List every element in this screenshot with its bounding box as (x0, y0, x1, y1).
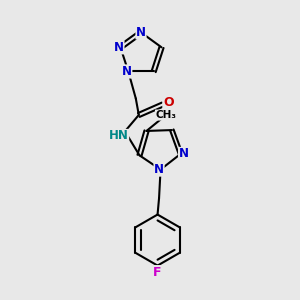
Text: N: N (136, 26, 146, 39)
Text: O: O (163, 97, 173, 110)
Text: N: N (178, 147, 189, 161)
Text: N: N (122, 65, 132, 78)
Text: N: N (154, 163, 164, 176)
Text: HN: HN (109, 130, 129, 142)
Text: F: F (153, 266, 162, 279)
Text: CH₃: CH₃ (155, 110, 176, 120)
Text: N: N (114, 41, 124, 54)
